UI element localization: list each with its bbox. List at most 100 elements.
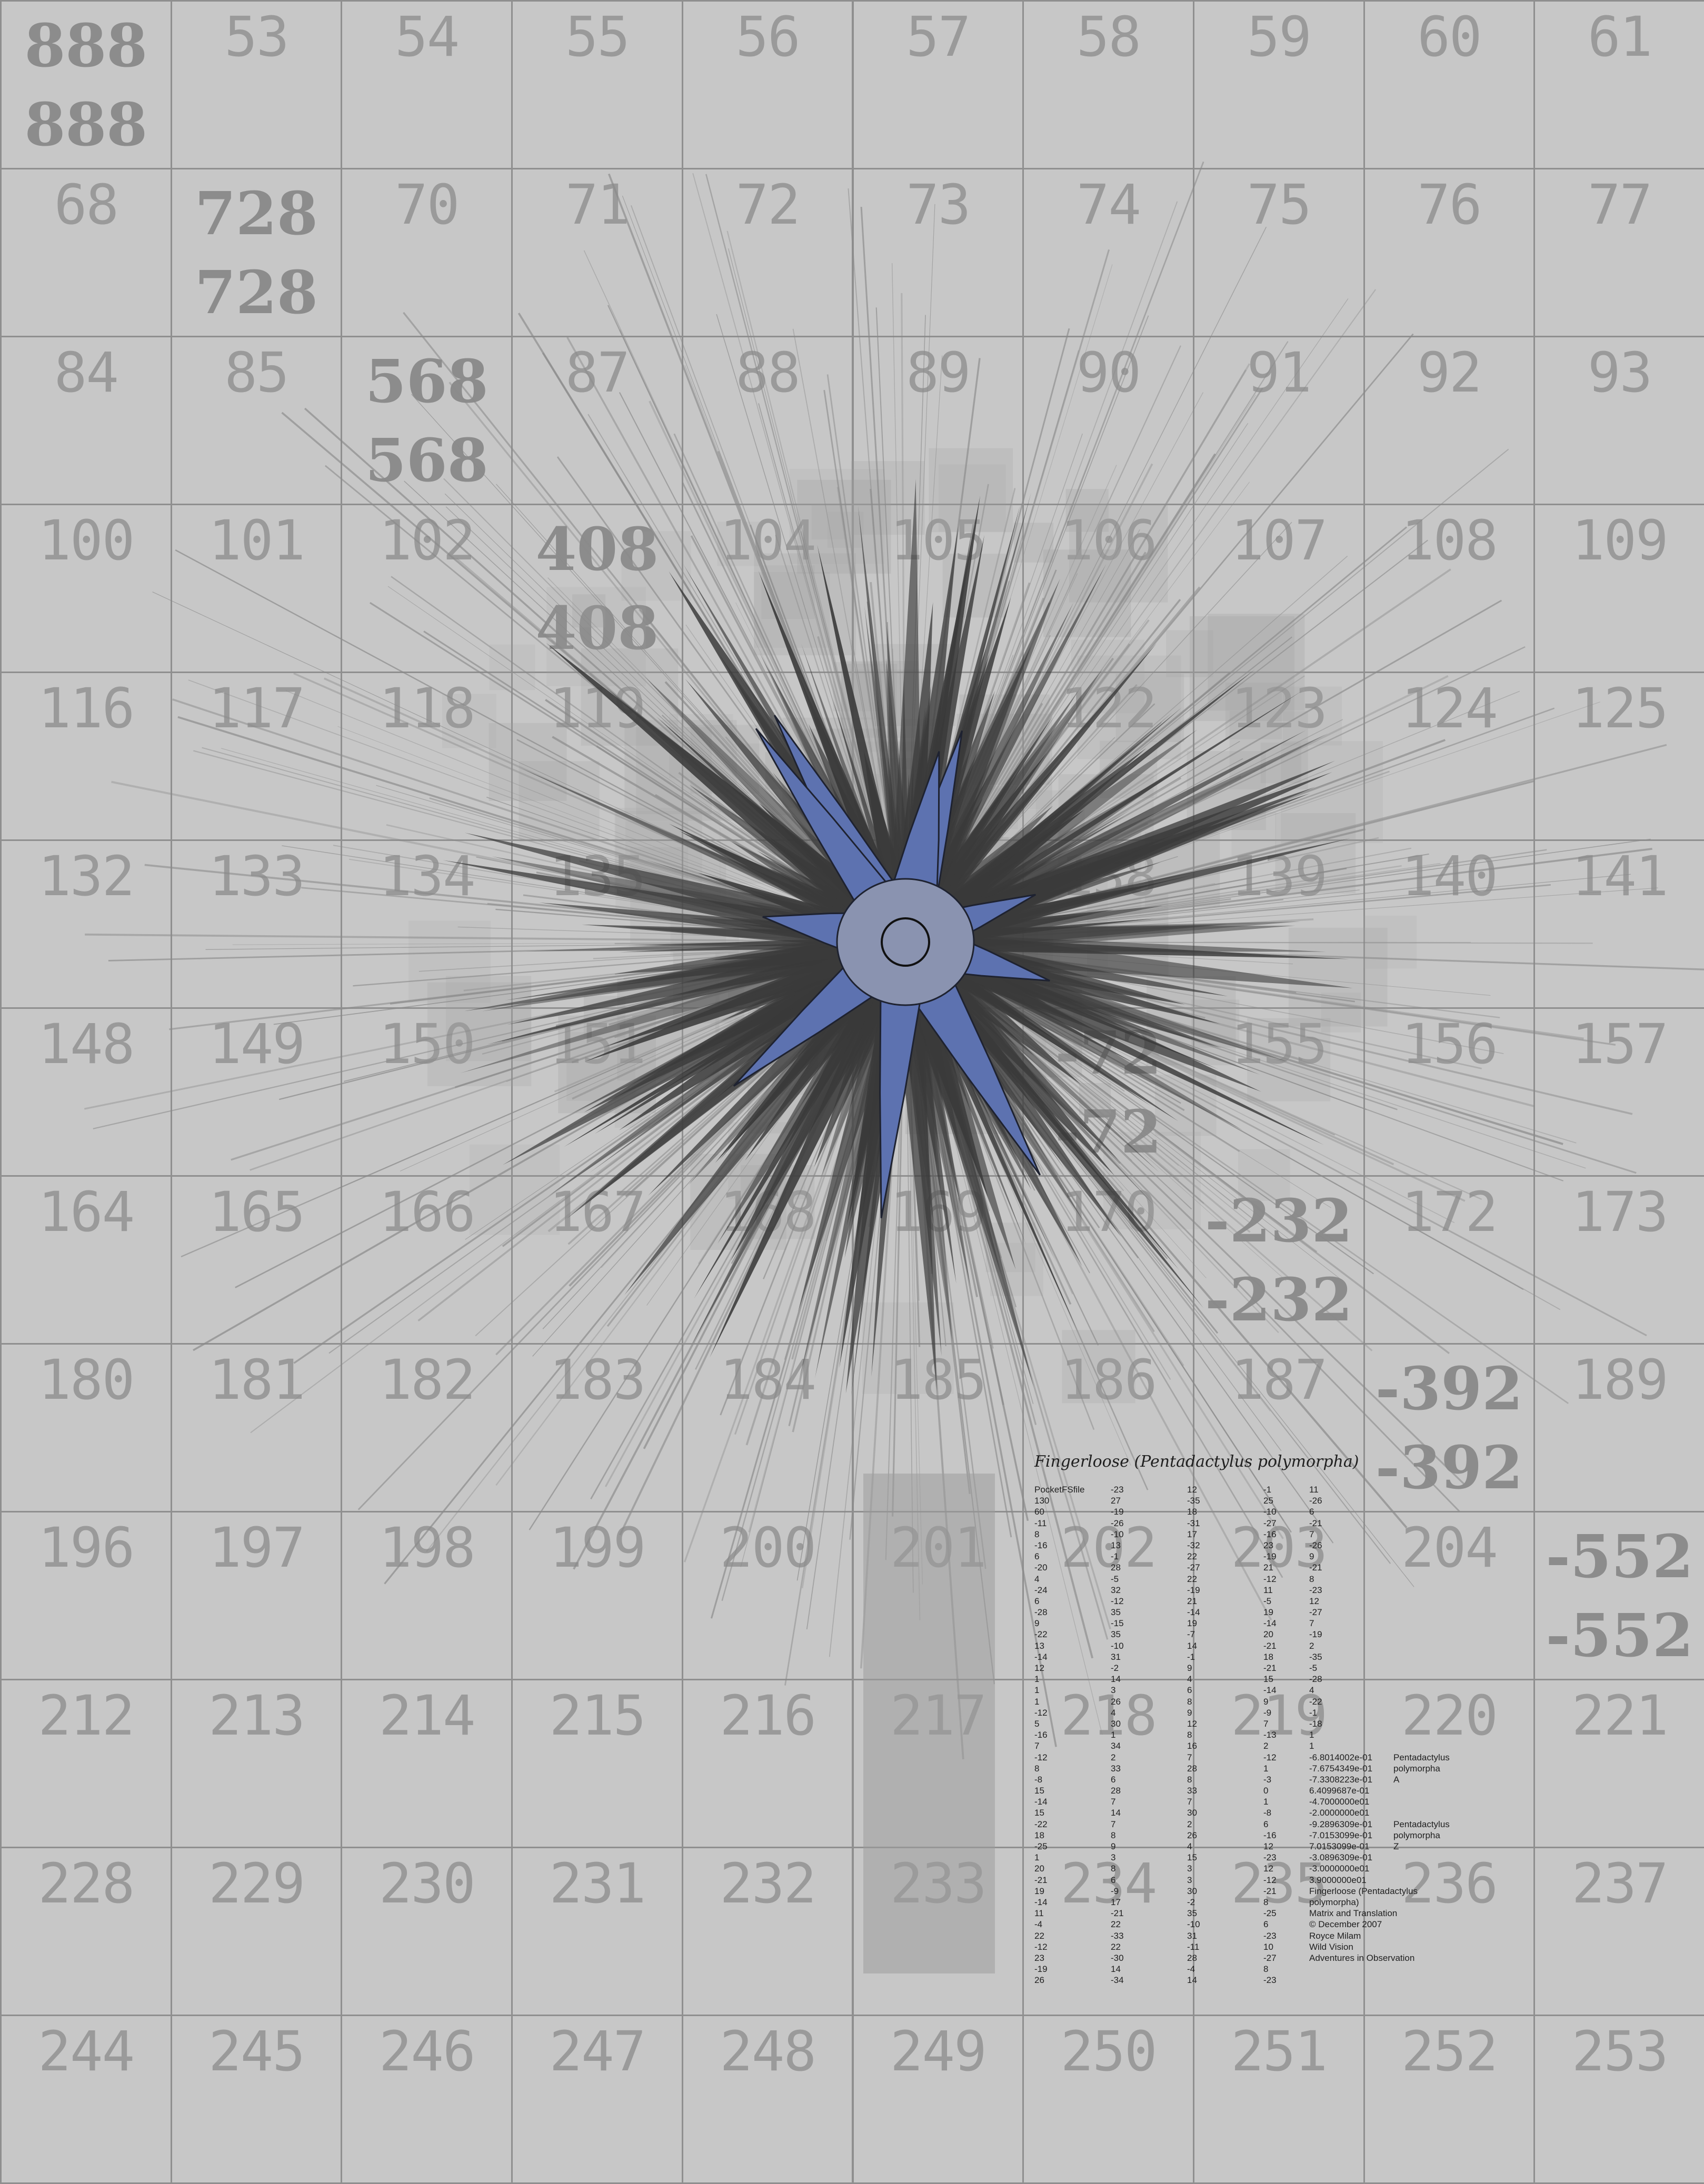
matrix-row: 7 34 16 2 <box>1034 1740 1340 1751</box>
matrix-row: -19 14 -4 8 <box>1034 1963 1340 1975</box>
matrix-cell: 9 <box>1187 1707 1192 1718</box>
matrix-cell: -21 <box>1263 1663 1277 1673</box>
matrix-cell: 6 <box>1034 1551 1040 1562</box>
matrix-header-row: PocketFSfile -23 12 -1 <box>1034 1484 1340 1495</box>
cell-number: 91 <box>1247 340 1312 405</box>
matrix-cell: -23 <box>1111 1485 1124 1495</box>
matrix-cell: -21 <box>1263 1886 1277 1896</box>
matrix-cell: 19 <box>1263 1607 1273 1618</box>
transform-label: Pentadactylus <box>1393 1819 1450 1829</box>
transform-row: -7.6754349e-01 polymorpha <box>1309 1763 1509 1774</box>
matrix-cell: 33 <box>1111 1763 1121 1774</box>
cell-number: 166 <box>378 1180 476 1244</box>
matrix-cell: 4 <box>1111 1707 1116 1718</box>
cell-number: 125 <box>1571 676 1669 740</box>
grid-cell: 214 <box>341 1679 513 1848</box>
matrix-row: 1 3 15 -23 <box>1034 1852 1340 1863</box>
credit-line: © December 2007 <box>1309 1919 1382 1930</box>
matrix-cell: 3 <box>1187 1864 1192 1874</box>
cell-number: 232 <box>720 1851 816 1916</box>
matrix-cell: 1 <box>1034 1852 1040 1863</box>
cell-number: 104 <box>720 508 816 573</box>
grid-cell: 251 <box>1192 2015 1365 2184</box>
matrix-cell: -9 <box>1263 1707 1272 1718</box>
haze-block <box>1013 523 1054 563</box>
bold-number-line: -552 <box>1546 1601 1693 1670</box>
matrix-last-column: -28 <box>1309 1674 1509 1685</box>
transform-value: -4.7000000e01 <box>1309 1797 1370 1807</box>
matrix-cell: 12 <box>1034 1663 1044 1673</box>
matrix-row: 4 -5 22 -12 <box>1034 1574 1340 1585</box>
matrix-cell: -35 <box>1187 1496 1200 1506</box>
cell-number: 74 <box>1076 173 1141 237</box>
cell-number: 230 <box>378 1851 476 1916</box>
haze-block <box>1225 683 1282 739</box>
matrix-row: -14 31 -1 18 <box>1034 1651 1340 1662</box>
matrix-cell: 3 <box>1111 1852 1116 1863</box>
cell-number: 132 <box>38 844 135 908</box>
cell-number: 2 1 9 <box>1231 1684 1328 1748</box>
bold-number-line: 408 <box>535 515 659 584</box>
grid-cell: 253 <box>1533 2015 1704 2184</box>
matrix-cell: 7 <box>1187 1752 1192 1762</box>
caption-panel: Fingerloose (Pentadactylus polymorpha) P… <box>1034 1452 1509 1985</box>
cell-number: 180 <box>38 1348 135 1412</box>
matrix-last-column: 7 <box>1309 1618 1509 1629</box>
matrix-cell: 12 <box>1187 1485 1197 1495</box>
transform-table: 11 -26 6 -21 7 -26 9 -21 8 -23 12 -27 7 -19 2 -35 -5 -28 4… <box>1309 1484 1509 1963</box>
transform-row: -4.7000000e01 <box>1309 1796 1509 1807</box>
matrix-last-column: -18 <box>1309 1718 1509 1729</box>
matrix-cell: 14 <box>1187 1640 1197 1651</box>
matrix-cell: -22 <box>1309 1696 1322 1707</box>
haze-block <box>851 461 925 535</box>
cell-number: 249 <box>890 2019 987 2083</box>
matrix-cell: 7 <box>1034 1741 1040 1751</box>
transform-value: -9.2896309e-01 <box>1309 1819 1373 1829</box>
matrix-cell: 30 <box>1187 1886 1197 1896</box>
transform-row: -3.0896309e-01 <box>1309 1852 1509 1863</box>
transform-row: 6.4099687e-01 <box>1309 1785 1509 1796</box>
matrix-cell: -4 <box>1187 1964 1195 1975</box>
matrix-row: -21 6 3 -12 <box>1034 1875 1340 1886</box>
matrix-cell: 4 <box>1309 1685 1314 1696</box>
matrix-cell: 1 <box>1034 1674 1040 1685</box>
matrix-row: 18 8 26 -16 <box>1034 1830 1340 1841</box>
cell-number: 199 <box>549 1516 646 1580</box>
matrix-row: -16 13 -32 23 <box>1034 1540 1340 1551</box>
matrix-cell: 22 <box>1034 1930 1044 1941</box>
matrix-cell: -12 <box>1034 1752 1048 1762</box>
matrix-cell: 130 <box>1034 1496 1050 1506</box>
matrix-cell: -10 <box>1187 1919 1200 1930</box>
matrix-cell: -19 <box>1263 1551 1277 1562</box>
matrix-cell: 18 <box>1187 1507 1197 1517</box>
cell-number: 234 <box>1060 1851 1158 1916</box>
cell-number: 216 <box>720 1684 816 1748</box>
credit-line: Royce Milam <box>1309 1930 1361 1941</box>
cell-number: 246 <box>378 2019 476 2083</box>
matrix-cell: -21 <box>1309 1518 1322 1528</box>
matrix-cell: 5 <box>1034 1718 1040 1729</box>
haze-block <box>519 761 600 842</box>
grid-cell: 72 <box>681 168 854 337</box>
grid-cell: 166 <box>341 1175 513 1345</box>
matrix-cell: 14 <box>1111 1964 1121 1975</box>
matrix-cell: -33 <box>1111 1930 1124 1941</box>
bold-number-line: -232 <box>1205 1187 1353 1256</box>
cell-number: 71 <box>565 173 630 237</box>
matrix-row: 22 -33 31 -23 <box>1034 1930 1340 1941</box>
matrix-cell: -21 <box>1111 1908 1124 1919</box>
matrix-cell: 7 <box>1111 1819 1116 1829</box>
matrix-cell: -27 <box>1263 1952 1277 1963</box>
matrix-cell: 16 <box>1187 1741 1197 1751</box>
matrix-cell: 2 <box>1309 1640 1314 1651</box>
matrix-cell: -22 <box>1034 1819 1048 1829</box>
credit-line: Wild Vision <box>1309 1941 1353 1952</box>
matrix-cell: 8 <box>1309 1574 1314 1584</box>
dark-spike <box>900 793 1310 956</box>
shadow-strip <box>863 1474 995 1973</box>
cell-number: 244 <box>38 2019 135 2083</box>
matrix-cell: -26 <box>1309 1540 1322 1550</box>
grid-cell: 229 <box>170 1847 343 2016</box>
haze-block <box>442 694 496 748</box>
